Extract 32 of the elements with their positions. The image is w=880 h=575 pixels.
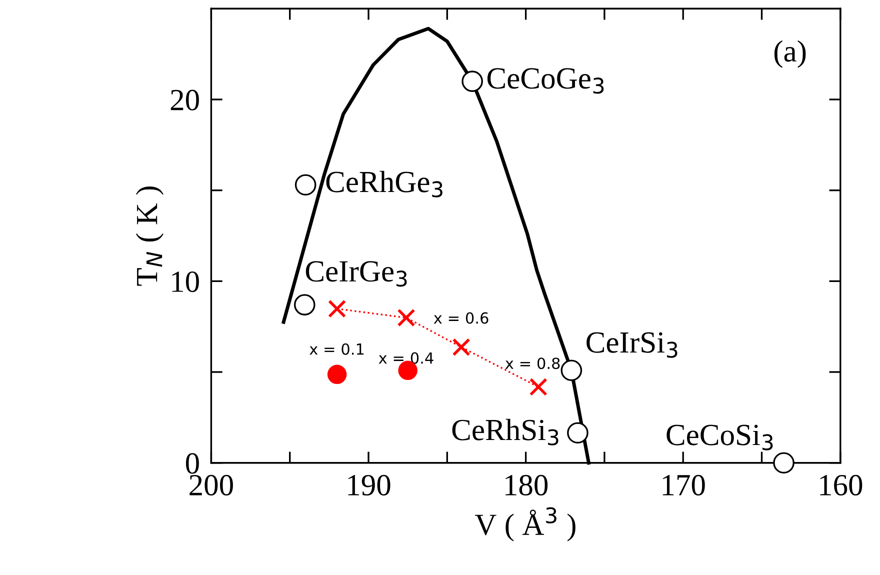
annotation: CeRhGe$_{3}$ xyxy=(326,170,442,198)
annotation: CeCoSi$_{3}$ xyxy=(666,424,773,450)
point xyxy=(294,294,316,316)
point xyxy=(462,70,483,92)
annotation: CeIrSi$_{3}$ xyxy=(586,332,678,358)
annotation: x = 0.4 xyxy=(378,352,434,364)
annotation: x = 0.1 xyxy=(310,343,364,355)
y-tick-label: 20 xyxy=(170,90,199,110)
point xyxy=(294,174,316,196)
x-axis-title: V ( Å$^{3}$ ) xyxy=(474,507,576,542)
annotation: CeRhSi$_{3}$ xyxy=(452,418,558,446)
annotation: CeCoGe$_{3}$ xyxy=(487,68,604,94)
point xyxy=(529,378,548,396)
point xyxy=(567,422,588,444)
annotation: x = 0.8 xyxy=(505,358,560,370)
point xyxy=(452,338,470,356)
annotation: CeIrGe$_{3}$ xyxy=(306,261,407,287)
x-tick-label: 190 xyxy=(348,474,390,496)
x-tick-label: 200 xyxy=(190,474,233,496)
point xyxy=(328,300,346,318)
y-tick-label: 0 xyxy=(186,453,199,474)
x-tick-label: 170 xyxy=(662,474,705,496)
x-tick-label: 180 xyxy=(506,474,548,496)
annotation: (a) xyxy=(774,40,806,68)
y-tick-label: 10 xyxy=(172,271,199,292)
point xyxy=(397,308,416,327)
y-axis-title: T$_{N}$ ( K ) xyxy=(136,186,164,286)
x-tick-label: 160 xyxy=(820,474,862,496)
point xyxy=(773,452,794,474)
annotation: x = 0.6 xyxy=(434,312,488,324)
point xyxy=(560,360,582,382)
point xyxy=(327,364,347,384)
